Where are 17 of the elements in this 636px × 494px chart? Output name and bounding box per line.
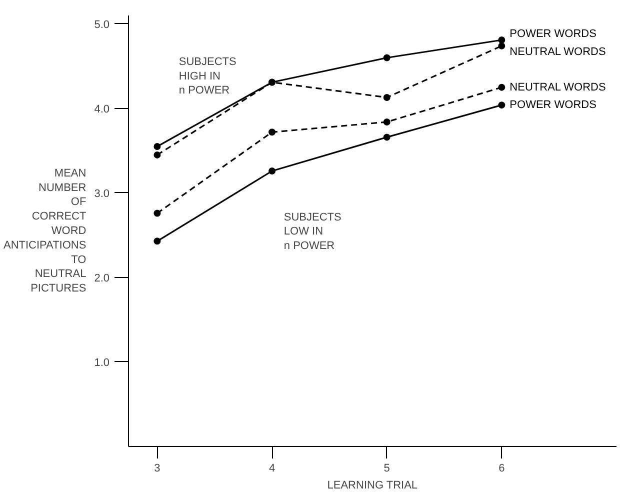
x-axis-title: LEARNING TRIAL [327,480,418,492]
x-tick-label: 4 [268,462,276,474]
x-tick-label: 5 [384,462,390,474]
series-label: POWER WORDS [510,99,596,112]
x-tick-label: 6 [498,462,505,474]
y-tick-label: 2.0 [94,272,110,284]
y-tick-label: 5.0 [94,18,110,31]
annotation: SUBJECTS LOW IN n POWER [284,211,342,252]
text: MEAN NUMBER OF CORRECT WORD ANTICIPATIONS TO NEUTRAL PICTURES [4,167,86,295]
y-tick-label: 3.0 [94,188,110,200]
y-tick-label: 1.0 [94,356,110,369]
series-label: NEUTRAL WORDS [510,81,606,94]
x-tick-label: 3 [154,462,160,474]
y-tick-label: 4.0 [94,103,110,116]
series-label: POWER WORDS [510,28,596,40]
series-label: NEUTRAL WORDS [510,46,606,58]
annotation: SUBJECTS HIGH IN n POWER [178,56,236,97]
